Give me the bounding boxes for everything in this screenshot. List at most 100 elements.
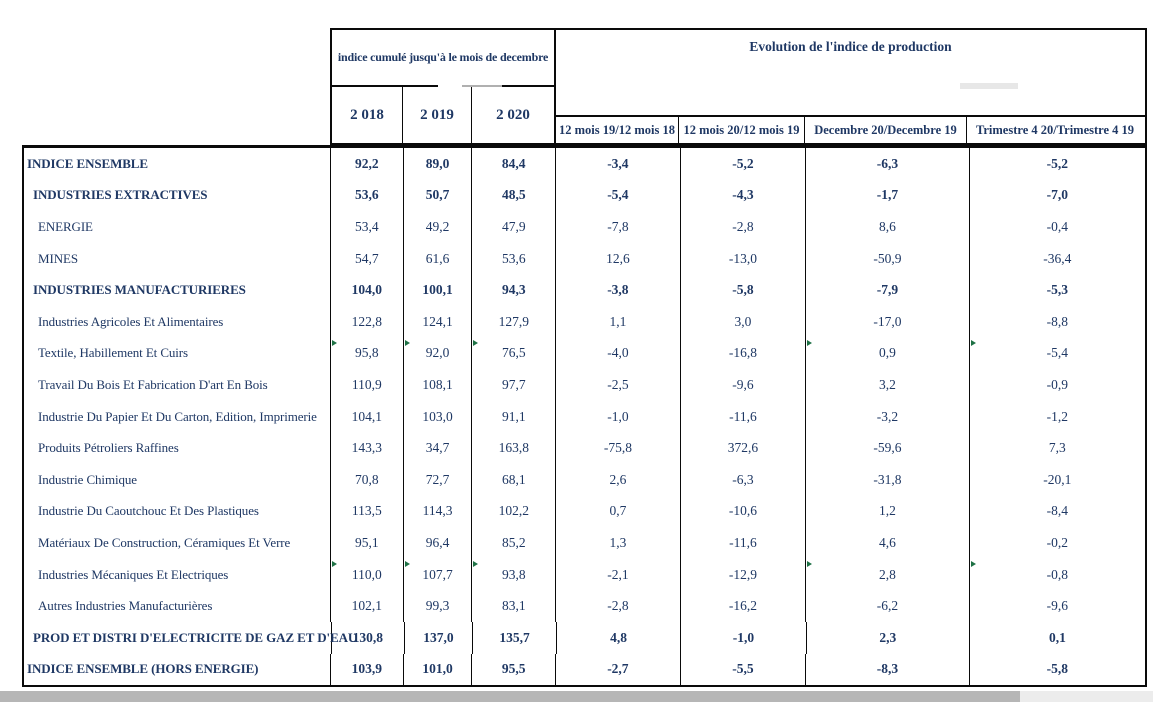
row-label-cell[interactable]: PROD ET DISTRI D'ELECTRICITE DE GAZ ET D… xyxy=(24,621,357,654)
row-label-cell[interactable]: Industries Agricoles Et Alimentaires xyxy=(24,305,331,338)
year-header-2020[interactable]: 2 020 xyxy=(496,106,530,123)
scrollbar-thumb[interactable] xyxy=(0,691,1020,702)
value-cell[interactable]: 135,7 xyxy=(473,621,557,654)
value-cell[interactable]: 76,5 xyxy=(472,337,557,370)
value-cell[interactable]: -0,8 xyxy=(970,559,1145,591)
value-cell[interactable]: -9,6 xyxy=(1046,598,1068,614)
value-cell[interactable]: -3,4 xyxy=(556,148,681,180)
row-label-cell[interactable]: Travail Du Bois Et Fabrication D'art En … xyxy=(24,369,331,401)
value-cell[interactable]: 3,0 xyxy=(681,305,807,338)
value-cell[interactable]: 101,0 xyxy=(404,653,473,686)
value-cell[interactable]: 0,7 xyxy=(556,495,681,528)
value-cell[interactable]: 110,9 xyxy=(331,369,404,401)
value-cell[interactable]: 95,5 xyxy=(472,653,557,686)
horizontal-scrollbar[interactable] xyxy=(0,691,1153,702)
value-cell[interactable]: -12,9 xyxy=(681,558,807,591)
value-cell[interactable]: -6,3 xyxy=(806,148,970,180)
value-cell[interactable]: -10,6 xyxy=(681,495,807,528)
value-cell[interactable]: 113,5 xyxy=(331,495,404,528)
value-cell[interactable]: 84,4 xyxy=(472,148,557,180)
value-cell[interactable]: -8,8 xyxy=(1046,313,1068,329)
value-cell[interactable]: -2,1 xyxy=(556,558,681,591)
value-cell[interactable]: 163,8 xyxy=(472,432,557,464)
row-label-cell[interactable]: ENERGIE xyxy=(24,211,331,243)
year-header-2019[interactable]: 2 019 xyxy=(403,87,472,143)
row-label-cell[interactable]: INDUSTRIES MANUFACTURIERES xyxy=(24,274,331,306)
value-cell[interactable]: -36,4 xyxy=(1043,250,1072,266)
value-cell[interactable]: -75,8 xyxy=(556,432,681,464)
value-cell[interactable]: 2,8 xyxy=(806,558,970,591)
row-label-cell[interactable]: INDICE ENSEMBLE xyxy=(24,148,331,180)
value-cell[interactable]: 7,3 xyxy=(1048,440,1066,456)
value-cell[interactable]: 85,2 xyxy=(472,527,557,559)
value-cell[interactable]: -16,8 xyxy=(681,337,807,370)
value-cell[interactable]: 103,0 xyxy=(404,400,473,433)
value-cell[interactable]: 53,4 xyxy=(331,211,404,243)
value-cell[interactable]: 49,2 xyxy=(404,211,473,243)
value-cell[interactable]: 61,6 xyxy=(404,242,473,275)
value-cell[interactable]: 93,8 xyxy=(472,558,557,591)
value-cell[interactable]: -5,4 xyxy=(970,338,1145,370)
value-cell[interactable]: 68,1 xyxy=(472,463,557,496)
value-cell[interactable]: 91,1 xyxy=(472,400,557,433)
value-cell[interactable]: -20,1 xyxy=(1043,471,1072,487)
evolution-header-12m20-19[interactable]: 12 mois 20/12 mois 19 xyxy=(679,117,805,143)
value-cell[interactable]: 127,9 xyxy=(472,305,557,338)
value-cell[interactable]: 70,8 xyxy=(331,463,404,496)
value-cell[interactable]: -5,8 xyxy=(1046,661,1068,677)
value-cell[interactable]: -6,3 xyxy=(681,463,807,496)
value-cell[interactable]: -31,8 xyxy=(806,463,970,496)
value-cell[interactable]: 92,0 xyxy=(404,337,473,370)
row-label-cell[interactable]: Produits Pétroliers Raffines xyxy=(24,432,331,464)
row-label-cell[interactable]: Industrie Du Papier Et Du Carton, Editio… xyxy=(24,400,331,433)
value-cell[interactable]: 102,2 xyxy=(472,495,557,528)
value-cell[interactable]: -50,9 xyxy=(806,242,970,275)
value-cell[interactable]: -7,9 xyxy=(806,274,970,306)
value-cell[interactable]: 108,1 xyxy=(404,369,473,401)
value-cell[interactable]: 95,8 xyxy=(331,337,404,370)
value-cell[interactable]: -1,0 xyxy=(681,621,807,654)
value-cell[interactable]: -0,4 xyxy=(1046,218,1068,234)
value-cell[interactable]: -5,5 xyxy=(681,653,807,686)
value-cell[interactable]: -3,8 xyxy=(556,274,681,306)
value-cell[interactable]: 72,7 xyxy=(404,463,473,496)
value-cell[interactable]: -8,4 xyxy=(1046,503,1068,519)
value-cell[interactable]: 102,1 xyxy=(331,590,404,622)
value-cell[interactable]: 48,5 xyxy=(472,179,557,212)
value-cell[interactable]: 114,3 xyxy=(404,495,473,528)
value-cell[interactable]: 54,7 xyxy=(331,242,404,275)
value-cell[interactable]: 97,7 xyxy=(472,369,557,401)
evolution-header-trim4[interactable]: Trimestre 4 20/Trimestre 4 19 xyxy=(975,122,1135,137)
value-cell[interactable]: -5,2 xyxy=(1046,155,1068,171)
row-label-cell[interactable]: MINES xyxy=(24,242,331,275)
value-cell[interactable]: 4,6 xyxy=(806,527,970,559)
row-label-cell[interactable]: Industrie Chimique xyxy=(24,463,331,496)
value-cell[interactable]: -9,6 xyxy=(681,369,807,401)
value-cell[interactable]: -59,6 xyxy=(806,432,970,464)
value-cell[interactable]: -2,5 xyxy=(556,369,681,401)
value-cell[interactable]: -0,2 xyxy=(1046,534,1068,550)
value-cell[interactable]: 124,1 xyxy=(404,305,473,338)
value-cell[interactable]: 103,9 xyxy=(331,653,404,686)
value-cell[interactable]: 12,6 xyxy=(556,242,681,275)
value-cell[interactable]: 96,4 xyxy=(404,527,473,559)
value-cell[interactable]: -13,0 xyxy=(681,242,807,275)
value-cell[interactable]: 137,0 xyxy=(405,621,474,654)
value-cell[interactable]: 83,1 xyxy=(472,590,557,622)
value-cell[interactable]: -0,9 xyxy=(1046,376,1068,392)
value-cell[interactable]: 143,3 xyxy=(331,432,404,464)
value-cell[interactable]: 110,0 xyxy=(331,558,404,591)
value-cell[interactable]: -11,6 xyxy=(681,527,807,559)
value-cell[interactable]: 1,3 xyxy=(556,527,681,559)
value-cell[interactable]: -1,0 xyxy=(556,400,681,433)
value-cell[interactable]: 372,6 xyxy=(681,432,807,464)
value-cell[interactable]: 0,1 xyxy=(1049,629,1066,645)
value-cell[interactable]: -3,2 xyxy=(806,400,970,433)
value-cell[interactable]: 53,6 xyxy=(331,179,404,212)
value-cell[interactable]: 107,7 xyxy=(404,558,473,591)
year-header-2018[interactable]: 2 018 xyxy=(332,87,403,143)
value-cell[interactable]: 94,3 xyxy=(472,274,557,306)
value-cell[interactable]: -5,3 xyxy=(1046,282,1068,298)
value-cell[interactable]: -7,8 xyxy=(556,211,681,243)
value-cell[interactable]: -5,8 xyxy=(681,274,807,306)
